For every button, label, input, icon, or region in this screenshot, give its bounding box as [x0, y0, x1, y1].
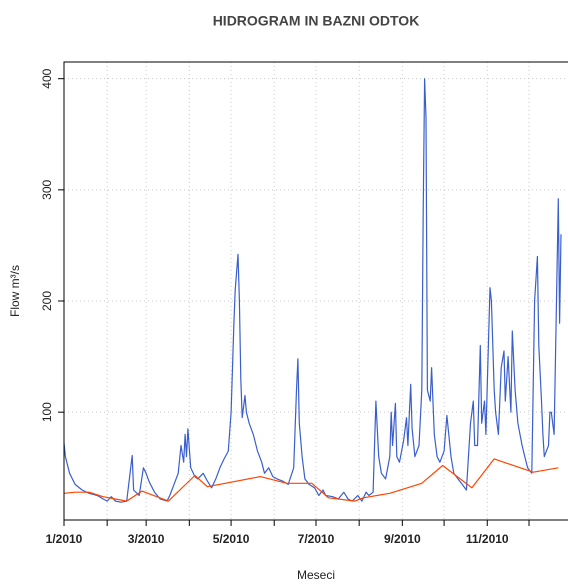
line-series: [64, 458, 559, 502]
line-series: [64, 78, 562, 503]
plot-lines: [64, 78, 562, 503]
plot-frame: [63, 61, 568, 521]
x-tick-label: 3/2010: [128, 532, 165, 546]
y-tick-label: 200: [40, 291, 54, 311]
y-tick-label: 100: [40, 402, 54, 422]
grid: [63, 62, 568, 520]
axes: 100 200 300 400 1/2010 3/2010 5/2010 7/2010 9/20…: [40, 68, 530, 546]
x-tick-label: 5/2010: [213, 532, 250, 546]
x-tick-label: 11/2010: [466, 532, 509, 546]
x-tick-label: 7/2010: [298, 532, 335, 546]
chart-title: HIDROGRAM IN BAZNI ODTOK: [213, 13, 420, 29]
y-tick-label: 400: [40, 68, 54, 88]
y-axis-label: Flow m³/s: [8, 265, 22, 317]
x-tick-label: 1/2010: [46, 532, 83, 546]
y-tick-label: 300: [40, 180, 54, 200]
x-tick-label: 9/2010: [384, 532, 421, 546]
x-axis-label: Meseci: [297, 568, 335, 582]
